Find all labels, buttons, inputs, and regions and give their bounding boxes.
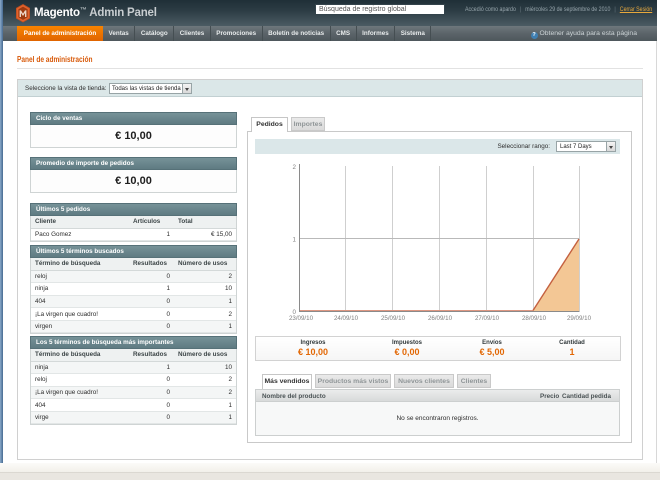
svg-text:23/09/10: 23/09/10 bbox=[289, 315, 314, 322]
svg-text:29/09/10: 29/09/10 bbox=[567, 315, 592, 322]
svg-text:2: 2 bbox=[293, 164, 297, 171]
svg-text:25/09/10: 25/09/10 bbox=[381, 315, 406, 322]
svg-text:28/09/10: 28/09/10 bbox=[522, 315, 547, 322]
svg-text:0: 0 bbox=[293, 309, 297, 316]
svg-text:26/09/10: 26/09/10 bbox=[428, 315, 453, 322]
svg-text:24/09/10: 24/09/10 bbox=[334, 315, 359, 322]
svg-text:27/09/10: 27/09/10 bbox=[475, 315, 500, 322]
svg-text:1: 1 bbox=[293, 237, 297, 244]
